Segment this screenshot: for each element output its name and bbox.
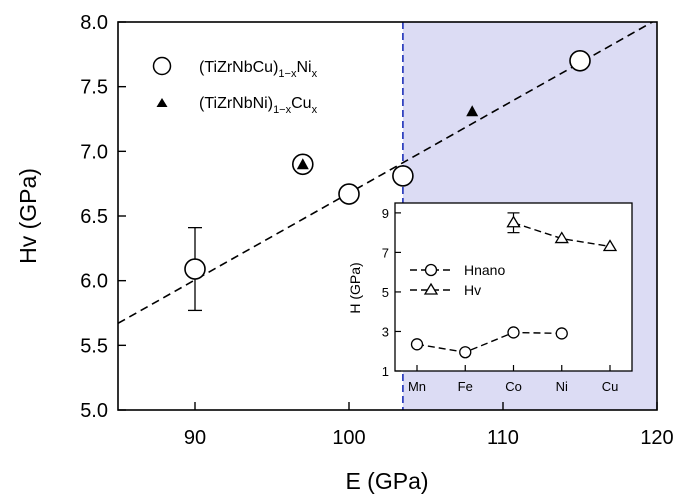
inset-legend-hnano-label: Hnano [464, 262, 505, 278]
y-tick-label: 7.0 [80, 141, 108, 163]
inset-point-triangle [506, 215, 521, 228]
legend-filled-triangle-marker [156, 98, 168, 107]
inset-y-tick-label: 3 [382, 324, 389, 339]
y-tick-label: 8.0 [80, 12, 108, 34]
x-tick-label: 90 [184, 427, 206, 449]
inset-chart: 1 3 5 7 9 Mn Fe Co Ni Cu H (GPa) Hnano Hv [347, 202, 633, 394]
y-tick-label: 6.0 [80, 271, 108, 293]
main-legend: (TiZrNbCu)1−xNix (TiZrNbNi)1−xCux [152, 56, 318, 116]
inset-y-tick-label: 5 [382, 285, 389, 300]
y-tick-label: 7.5 [80, 77, 108, 99]
data-point-filled-triangle [296, 158, 309, 170]
inset-legend-hv-label: Hv [464, 282, 481, 298]
inset-x-tick-label: Co [505, 379, 522, 394]
inset-y-tick-label: 1 [382, 364, 389, 379]
inset-x-tick-label: Cu [602, 379, 619, 394]
y-axis-title: Hv (GPa) [15, 168, 41, 264]
inset-point-circle [507, 326, 520, 339]
inset-y-tick-label: 7 [382, 245, 389, 260]
inset-point-circle [459, 346, 472, 359]
data-point-filled-triangle [466, 105, 479, 117]
y-tick-label: 5.0 [80, 400, 108, 422]
y-tick-label: 6.5 [80, 206, 108, 228]
legend-series-2-label: (TiZrNbNi)1−xCux [199, 95, 318, 116]
inset-x-tick-label: Ni [556, 379, 568, 394]
inset-y-tick-label: 9 [382, 206, 389, 221]
inset-legend-hv-marker [423, 282, 439, 295]
legend-open-circle-marker [152, 56, 172, 76]
x-tick-label: 100 [332, 427, 365, 449]
x-tick-label: 110 [487, 427, 519, 449]
data-point-open-circle [392, 165, 414, 187]
data-point-open-circle [184, 258, 206, 280]
inset-point-circle [555, 327, 568, 340]
inset-point-triangle [554, 231, 569, 244]
x-tick-label: 120 [640, 427, 673, 449]
data-point-open-circle [338, 183, 360, 205]
legend-series-1-label: (TiZrNbCu)1−xNix [199, 59, 318, 80]
x-axis-title: E (GPa) [345, 468, 428, 494]
y-tick-label: 5.5 [80, 335, 108, 357]
inset-point-circle [410, 338, 424, 351]
inset-legend: Hnano Hv [410, 262, 505, 298]
inset-series-line-hnano [416, 331, 562, 353]
inset-x-tick-label: Fe [458, 379, 473, 394]
inset-y-axis-title: H (GPa) [347, 262, 363, 313]
inset-legend-hnano-marker [424, 263, 438, 277]
data-point-open-circle [569, 49, 591, 72]
inset-x-tick-label: Mn [408, 379, 426, 394]
inset-point-triangle [602, 239, 618, 252]
